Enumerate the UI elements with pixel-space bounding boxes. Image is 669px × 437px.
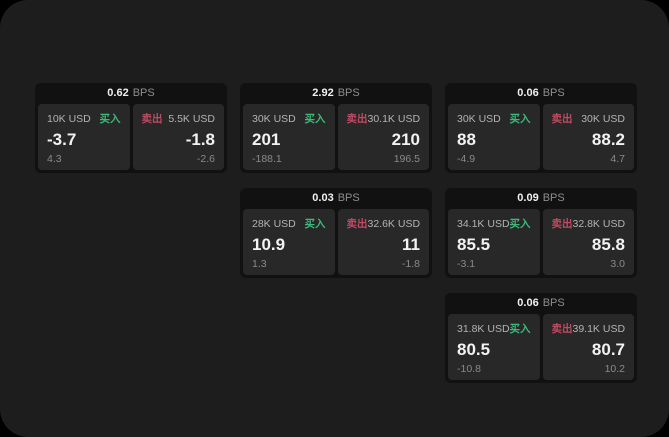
sell-delta: -2.6: [196, 152, 215, 165]
sell-amount: 32.8K USD: [572, 218, 626, 230]
buy-delta: -188.1: [252, 152, 282, 165]
buy-amount: 28K USD: [252, 218, 296, 230]
bps-value: 2.92: [312, 87, 334, 99]
buy-label: 买入: [509, 113, 531, 125]
sell-delta: -1.8: [401, 257, 420, 270]
bps-unit: BPS: [337, 87, 360, 99]
buy-price: 80.5: [457, 340, 491, 360]
sell-amount: 5.5K USD: [168, 113, 215, 125]
sell-panel[interactable]: 卖出 30K USD 88.2 4.7: [542, 104, 634, 170]
quote-panels: 34.1K USD 买入 85.5 -3.1 卖出 32.8K USD 85.8…: [445, 209, 637, 278]
bps-value: 0.03: [312, 192, 334, 204]
sell-price: 88.2: [591, 130, 625, 150]
sell-panel[interactable]: 卖出 32.6K USD 11 -1.8: [337, 209, 429, 275]
quote-panels: 31.8K USD 买入 80.5 -10.8 卖出 39.1K USD 80.…: [445, 314, 637, 383]
sell-label: 卖出: [141, 113, 163, 125]
buy-panel[interactable]: 30K USD 买入 201 -188.1: [243, 104, 335, 170]
sell-delta: 3.0: [610, 257, 625, 270]
buy-delta: 4.3: [47, 152, 62, 165]
buy-label: 买入: [99, 113, 121, 125]
buy-panel[interactable]: 34.1K USD 买入 85.5 -3.1: [448, 209, 540, 275]
sell-panel[interactable]: 卖出 30.1K USD 210 196.5: [337, 104, 429, 170]
buy-label: 买入: [304, 113, 326, 125]
bps-header: 0.09 BPS: [445, 188, 637, 209]
bps-unit: BPS: [542, 87, 565, 99]
sell-price: -1.8: [185, 130, 215, 150]
sell-delta: 196.5: [393, 152, 420, 165]
buy-label: 买入: [304, 218, 326, 230]
sell-panel[interactable]: 卖出 39.1K USD 80.7 10.2: [542, 314, 634, 380]
bps-unit: BPS: [542, 192, 565, 204]
quote-card-4: 0.03 BPS 28K USD 买入 10.9 1.3 卖出 32.6K US…: [240, 188, 432, 278]
quote-panels: 10K USD 买入 -3.7 4.3 卖出 5.5K USD -1.8 -2.…: [35, 104, 227, 173]
buy-amount: 30K USD: [457, 113, 501, 125]
buy-delta: -3.1: [457, 257, 476, 270]
sell-amount: 30.1K USD: [367, 113, 421, 125]
buy-price: 88: [457, 130, 476, 150]
sell-amount: 32.6K USD: [367, 218, 421, 230]
sell-price: 80.7: [591, 340, 625, 360]
buy-label: 买入: [509, 323, 531, 335]
bps-unit: BPS: [337, 192, 360, 204]
bps-header: 2.92 BPS: [240, 83, 432, 104]
quote-card-2: 2.92 BPS 30K USD 买入 201 -188.1 卖出 30.1K …: [240, 83, 432, 173]
quote-card-6: 0.06 BPS 31.8K USD 买入 80.5 -10.8 卖出 39.1…: [445, 293, 637, 383]
buy-delta: -4.9: [457, 152, 476, 165]
bps-value: 0.06: [517, 297, 539, 309]
bps-unit: BPS: [132, 87, 155, 99]
sell-price: 11: [402, 235, 420, 255]
bps-value: 0.06: [517, 87, 539, 99]
buy-price: 201: [252, 130, 281, 150]
quote-panels: 30K USD 买入 88 -4.9 卖出 30K USD 88.2 4.7: [445, 104, 637, 173]
buy-price: -3.7: [47, 130, 77, 150]
bps-header: 0.06 BPS: [445, 293, 637, 314]
bps-header: 0.03 BPS: [240, 188, 432, 209]
sell-price: 85.8: [591, 235, 625, 255]
bps-header: 0.06 BPS: [445, 83, 637, 104]
bps-value: 0.62: [107, 87, 129, 99]
buy-panel[interactable]: 10K USD 买入 -3.7 4.3: [38, 104, 130, 170]
quote-panels: 28K USD 买入 10.9 1.3 卖出 32.6K USD 11 -1.8: [240, 209, 432, 278]
buy-delta: -10.8: [457, 362, 481, 375]
sell-label: 卖出: [346, 218, 368, 230]
bps-value: 0.09: [517, 192, 539, 204]
sell-label: 卖出: [551, 113, 573, 125]
buy-panel[interactable]: 31.8K USD 买入 80.5 -10.8: [448, 314, 540, 380]
sell-panel[interactable]: 卖出 32.8K USD 85.8 3.0: [542, 209, 634, 275]
quote-card-3: 0.06 BPS 30K USD 买入 88 -4.9 卖出 30K USD 8…: [445, 83, 637, 173]
buy-label: 买入: [509, 218, 531, 230]
quote-panels: 30K USD 买入 201 -188.1 卖出 30.1K USD 210 1…: [240, 104, 432, 173]
bps-header: 0.62 BPS: [35, 83, 227, 104]
sell-label: 卖出: [346, 113, 368, 125]
buy-delta: 1.3: [252, 257, 267, 270]
quote-card-5: 0.09 BPS 34.1K USD 买入 85.5 -3.1 卖出 32.8K…: [445, 188, 637, 278]
buy-amount: 10K USD: [47, 113, 91, 125]
buy-amount: 30K USD: [252, 113, 296, 125]
buy-amount: 34.1K USD: [457, 218, 510, 230]
sell-panel[interactable]: 卖出 5.5K USD -1.8 -2.6: [132, 104, 224, 170]
sell-amount: 39.1K USD: [572, 323, 626, 335]
buy-price: 85.5: [457, 235, 491, 255]
buy-price: 10.9: [252, 235, 286, 255]
sell-delta: 10.2: [604, 362, 625, 375]
buy-panel[interactable]: 30K USD 买入 88 -4.9: [448, 104, 540, 170]
sell-label: 卖出: [551, 323, 573, 335]
sell-amount: 30K USD: [581, 113, 625, 125]
sell-delta: 4.7: [610, 152, 625, 165]
buy-panel[interactable]: 28K USD 买入 10.9 1.3: [243, 209, 335, 275]
sell-price: 210: [391, 130, 420, 150]
bps-unit: BPS: [542, 297, 565, 309]
buy-amount: 31.8K USD: [457, 323, 510, 335]
quote-card-1: 0.62 BPS 10K USD 买入 -3.7 4.3 卖出 5.5K USD…: [35, 83, 227, 173]
sell-label: 卖出: [551, 218, 573, 230]
